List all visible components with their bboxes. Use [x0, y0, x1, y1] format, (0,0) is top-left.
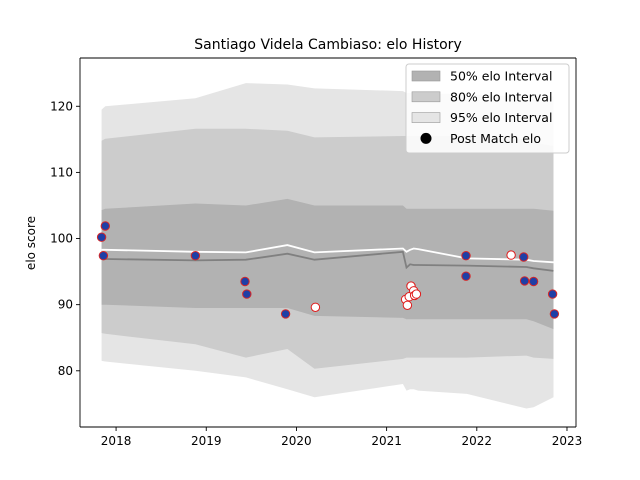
post-match-elo-point-5	[242, 289, 252, 299]
post-match-elo-point-6	[280, 309, 291, 319]
legend-box	[405, 63, 570, 154]
axes: 2018 2019 2020 2021 2022 2023 80 90 100 110 120	[50, 57, 583, 448]
legend-swatch-band95	[411, 112, 441, 123]
legend-label-points: Post Match elo	[450, 131, 541, 146]
legend: 50% elo Interval 80% elo Interval 95% elo …	[405, 63, 570, 154]
median-elo-line	[101, 250, 554, 272]
legend-marker-points	[420, 132, 432, 144]
y-tick-label-4: 120	[50, 99, 73, 113]
post-match-elo-point-4	[240, 276, 250, 287]
post-match-elo-point-21	[547, 289, 558, 299]
chart-title: Santiago Videla Cambiaso: elo History	[194, 37, 461, 53]
post-match-elo-point-20	[528, 276, 539, 287]
post-match-elo-point-19	[519, 276, 530, 286]
post-match-elo-point-2	[100, 221, 111, 231]
x-tick-label-0: 2018	[101, 434, 132, 448]
y-tick-label-0: 80	[58, 364, 73, 378]
plot-area	[96, 83, 560, 409]
post-match-elo-point-15	[461, 251, 471, 261]
legend-label-band50: 50% elo Interval	[450, 69, 552, 84]
y-tick-label-1: 90	[58, 298, 73, 312]
legend-label-band95: 95% elo Interval	[450, 110, 552, 125]
post-match-elo-point-17	[506, 250, 516, 260]
post-match-elo-point-0	[96, 232, 107, 242]
x-tick-label-2: 2020	[281, 434, 312, 448]
legend-swatch-band50	[411, 70, 441, 82]
post-match-elo-point-1	[98, 251, 109, 261]
band-50-interval	[101, 198, 554, 330]
x-tick-label-4: 2022	[462, 434, 493, 448]
post-match-elo-point-22	[549, 309, 560, 319]
post-match-elo-point-16	[461, 271, 471, 281]
post-match-elo-point-9	[402, 300, 413, 310]
y-tick-label-3: 110	[50, 165, 73, 179]
post-match-elo-point-18	[519, 252, 529, 262]
x-tick-label-3: 2021	[371, 434, 402, 448]
x-tick-label-1: 2019	[191, 434, 222, 448]
post-match-elo-point-3	[190, 251, 201, 261]
x-tick-label-5: 2023	[552, 434, 583, 448]
post-match-elo-point-7	[310, 302, 321, 312]
y-tick-label-2: 100	[50, 232, 73, 246]
mean-elo-line	[101, 244, 554, 264]
y-axis-title: elo score	[24, 216, 38, 270]
legend-swatch-band80	[411, 91, 441, 103]
post-match-elo-point-14	[411, 289, 422, 299]
legend-label-band80: 80% elo Interval	[450, 89, 552, 104]
